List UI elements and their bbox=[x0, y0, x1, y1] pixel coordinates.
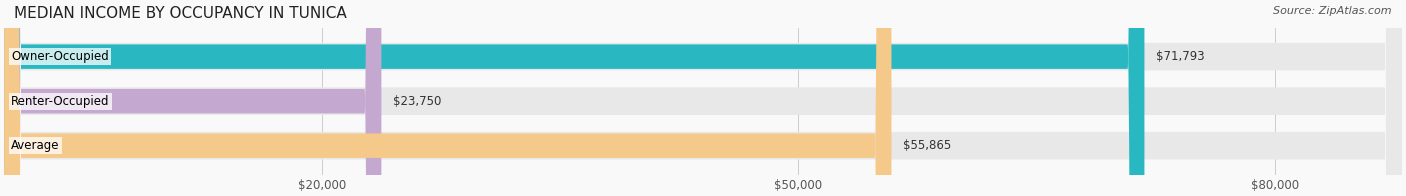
FancyBboxPatch shape bbox=[4, 0, 381, 196]
FancyBboxPatch shape bbox=[4, 0, 1402, 196]
Text: Owner-Occupied: Owner-Occupied bbox=[11, 50, 108, 63]
Text: $23,750: $23,750 bbox=[392, 95, 441, 108]
Text: Renter-Occupied: Renter-Occupied bbox=[11, 95, 110, 108]
FancyBboxPatch shape bbox=[4, 0, 1402, 196]
Text: Average: Average bbox=[11, 139, 59, 152]
FancyBboxPatch shape bbox=[4, 0, 1402, 196]
Text: Source: ZipAtlas.com: Source: ZipAtlas.com bbox=[1274, 6, 1392, 16]
FancyBboxPatch shape bbox=[4, 0, 1144, 196]
Text: $71,793: $71,793 bbox=[1156, 50, 1204, 63]
FancyBboxPatch shape bbox=[4, 0, 891, 196]
Text: $55,865: $55,865 bbox=[903, 139, 950, 152]
Text: MEDIAN INCOME BY OCCUPANCY IN TUNICA: MEDIAN INCOME BY OCCUPANCY IN TUNICA bbox=[14, 6, 347, 21]
